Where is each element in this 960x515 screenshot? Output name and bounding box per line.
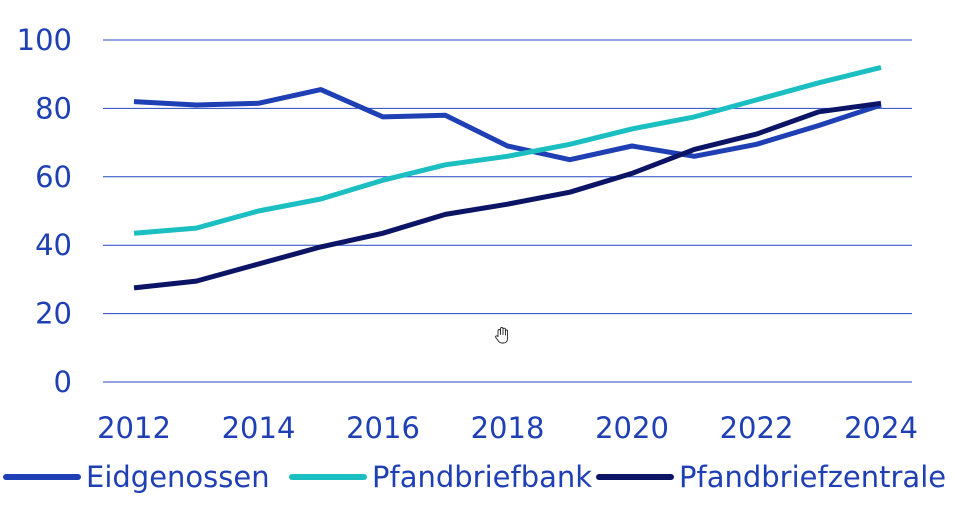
y-tick-label: 60 [35, 160, 72, 194]
gridlines [103, 39, 912, 383]
x-tick-label: 2012 [97, 411, 171, 445]
y-tick-label: 100 [17, 23, 72, 57]
series-line-pfandbriefzentrale [133, 100, 882, 291]
x-tick-label: 2018 [471, 411, 545, 445]
y-tick-label: 20 [35, 297, 72, 331]
series-line-eidgenossen [133, 87, 882, 163]
y-tick-label: 0 [54, 365, 72, 399]
x-tick-label: 2016 [346, 411, 420, 445]
x-tick-label: 2020 [595, 411, 669, 445]
legend-label-eidgenossen: Eidgenossen [86, 460, 270, 494]
legend-label-pfandbriefbank: Pfandbriefbank [372, 460, 592, 494]
x-tick-label: 2022 [720, 411, 794, 445]
hand-cursor-icon [495, 327, 509, 344]
legend: Eidgenossen Pfandbriefbank Pfandbriefzentr… [3, 460, 946, 494]
x-tick-label: 2024 [844, 411, 918, 445]
y-tick-label: 40 [35, 228, 72, 262]
y-tick-label: 80 [35, 91, 72, 125]
series-lines [133, 64, 882, 291]
series-line-pfandbriefbank [133, 64, 882, 236]
x-tick-label: 2014 [222, 411, 296, 445]
x-axis-ticks: 2012 2014 2016 2018 2020 2022 2024 [97, 411, 918, 445]
legend-label-pfandbriefzentrale: Pfandbriefzentrale [679, 460, 946, 494]
y-axis-ticks: 0 20 40 60 80 100 [17, 23, 72, 399]
